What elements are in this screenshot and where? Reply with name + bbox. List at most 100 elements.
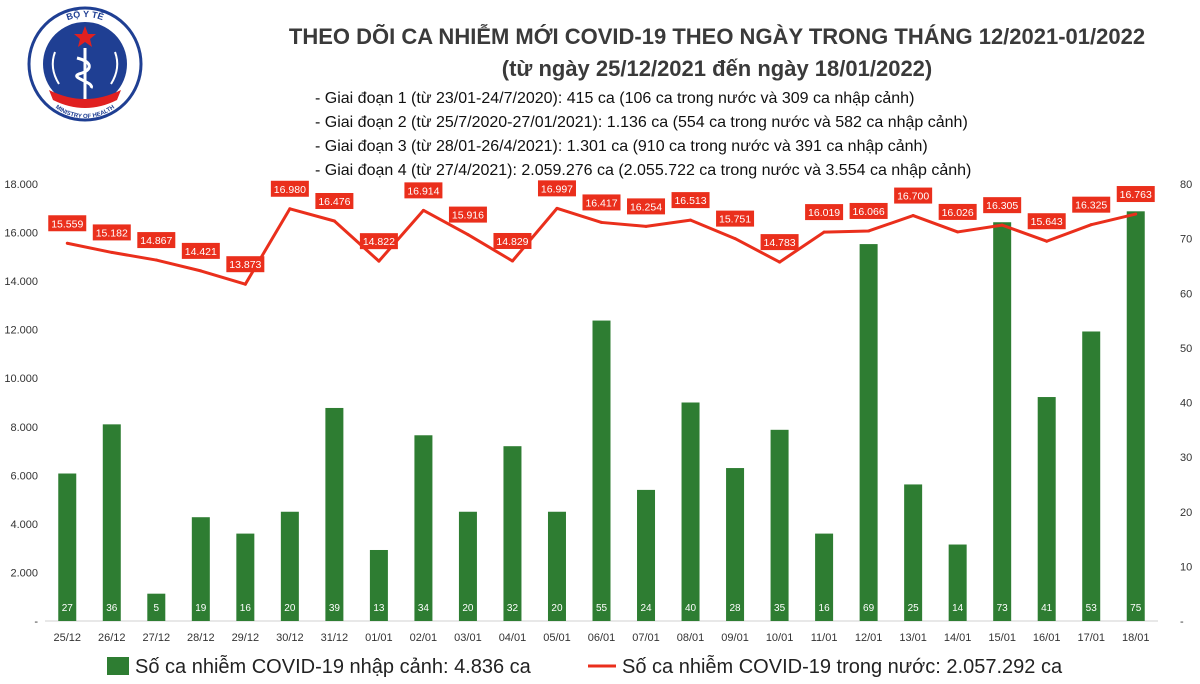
import-bar-label: 25 xyxy=(908,603,920,614)
domestic-label: 16.066 xyxy=(853,206,885,218)
domestic-point xyxy=(377,259,381,263)
domestic-point xyxy=(65,241,69,245)
domestic-label-bg xyxy=(983,197,1022,214)
x-tick-label: 12/01 xyxy=(855,632,883,644)
domestic-label-bg xyxy=(137,232,176,249)
domestic-point xyxy=(1045,239,1049,243)
domestic-point xyxy=(1000,223,1004,227)
domestic-point xyxy=(778,260,782,264)
domestic-point xyxy=(199,269,203,273)
domestic-point xyxy=(1134,212,1138,216)
domestic-label: 16.305 xyxy=(986,200,1018,212)
domestic-label-bg xyxy=(716,210,755,227)
domestic-label: 13.873 xyxy=(229,259,261,271)
domestic-point xyxy=(867,229,871,233)
note-line: - Giai đoạn 2 (từ 25/7/2020-27/01/2021):… xyxy=(315,114,968,131)
import-bar-label: 55 xyxy=(596,603,608,614)
domestic-label: 16.997 xyxy=(541,183,573,195)
domestic-label: 15.643 xyxy=(1031,216,1063,228)
import-bar xyxy=(280,511,299,621)
ministry-logo: BỘ Y TẾ MINISTRY OF HEALTH xyxy=(27,6,143,122)
note-line: - Giai đoạn 3 (từ 28/01-26/4/2021): 1.30… xyxy=(315,138,928,155)
note-line: - Giai đoạn 1 (từ 23/01-24/7/2020): 415 … xyxy=(315,90,914,107)
domestic-point xyxy=(1089,223,1093,227)
import-bar xyxy=(904,484,923,621)
import-bar-label: 20 xyxy=(462,603,474,614)
import-bar xyxy=(458,511,477,621)
chart-subtitle: (từ ngày 25/12/2021 đến ngày 18/01/2022) xyxy=(502,56,933,81)
import-bar xyxy=(859,244,878,621)
y-left-tick-label: 18.000 xyxy=(4,179,38,191)
import-bar xyxy=(637,489,656,621)
y-left-tick-label: 12.000 xyxy=(4,325,38,337)
domestic-label-bg xyxy=(537,180,576,197)
x-tick-label: 14/01 xyxy=(944,632,972,644)
domestic-label: 14.421 xyxy=(185,246,217,258)
import-bar-label: 40 xyxy=(685,603,697,614)
y-left-tick-label: 16.000 xyxy=(4,228,38,240)
import-bar xyxy=(369,549,388,621)
import-bar-label: 16 xyxy=(240,603,252,614)
import-bar-label: 73 xyxy=(997,603,1009,614)
import-bar-label: 35 xyxy=(774,603,786,614)
y-right-tick-label: 20 xyxy=(1180,507,1192,519)
domestic-label: 16.325 xyxy=(1075,200,1107,212)
domestic-point xyxy=(644,224,648,228)
y-right-tick-label: - xyxy=(1180,616,1184,628)
legend-bar-label: Số ca nhiễm COVID-19 nhập cảnh: 4.836 ca xyxy=(135,655,532,678)
import-bar-label: 36 xyxy=(106,603,118,614)
logo-laurel-left-icon xyxy=(51,51,60,85)
domestic-label: 15.916 xyxy=(452,210,484,222)
y-left-tick-label: 10.000 xyxy=(4,373,38,385)
import-bar xyxy=(726,468,745,621)
import-bar-label: 24 xyxy=(640,603,652,614)
import-bar xyxy=(770,429,789,621)
import-bar-label: 20 xyxy=(284,603,296,614)
import-bar-label: 53 xyxy=(1086,603,1098,614)
domestic-point xyxy=(243,282,247,286)
domestic-point xyxy=(689,218,693,222)
domestic-point xyxy=(956,230,960,234)
domestic-label: 16.019 xyxy=(808,207,840,219)
x-tick-label: 26/12 xyxy=(98,632,126,644)
domestic-point xyxy=(911,214,915,218)
note-line: - Giai đoạn 4 (từ 27/4/2021): 2.059.276 … xyxy=(315,162,971,179)
legend-line-label: Số ca nhiễm COVID-19 trong nước: 2.057.2… xyxy=(622,655,1063,678)
domestic-label-bg xyxy=(226,256,265,273)
y-left-tick-label: 4.000 xyxy=(10,519,38,531)
domestic-label-bg xyxy=(315,192,354,209)
chart-title: THEO DÕI CA NHIỄM MỚI COVID-19 THEO NGÀY… xyxy=(289,23,1145,49)
import-bar xyxy=(681,402,700,621)
domestic-label: 16.026 xyxy=(942,207,974,219)
import-bar-label: 27 xyxy=(62,603,74,614)
import-bar-label: 16 xyxy=(819,603,831,614)
import-bar-label: 39 xyxy=(329,603,341,614)
import-bar-label: 5 xyxy=(154,603,160,614)
import-bar xyxy=(102,424,121,621)
import-bar xyxy=(414,435,433,621)
domestic-point xyxy=(154,258,158,262)
logo-star-icon xyxy=(74,26,96,47)
domestic-point xyxy=(555,206,559,210)
import-bar xyxy=(993,222,1012,622)
domestic-label: 14.783 xyxy=(764,237,796,249)
import-bar xyxy=(147,593,166,621)
notes-block: - Giai đoạn 1 (từ 23/01-24/7/2020): 415 … xyxy=(315,90,971,179)
domestic-label-bg xyxy=(894,187,933,204)
y-left-tick-label: 6.000 xyxy=(10,470,38,482)
domestic-point xyxy=(332,219,336,223)
domestic-label: 16.763 xyxy=(1120,189,1152,201)
x-tick-label: 30/12 xyxy=(276,632,304,644)
x-tick-label: 05/01 xyxy=(543,632,571,644)
y-right-tick-label: 50 xyxy=(1180,343,1192,355)
domestic-label: 16.476 xyxy=(318,196,350,208)
domestic-label: 16.700 xyxy=(897,191,929,203)
x-tick-label: 18/01 xyxy=(1122,632,1150,644)
domestic-label: 16.980 xyxy=(274,184,306,196)
y-left-tick-label: 2.000 xyxy=(10,567,38,579)
y-left-tick-label: 8.000 xyxy=(10,422,38,434)
x-tick-label: 04/01 xyxy=(499,632,527,644)
import-bar xyxy=(1082,331,1101,621)
